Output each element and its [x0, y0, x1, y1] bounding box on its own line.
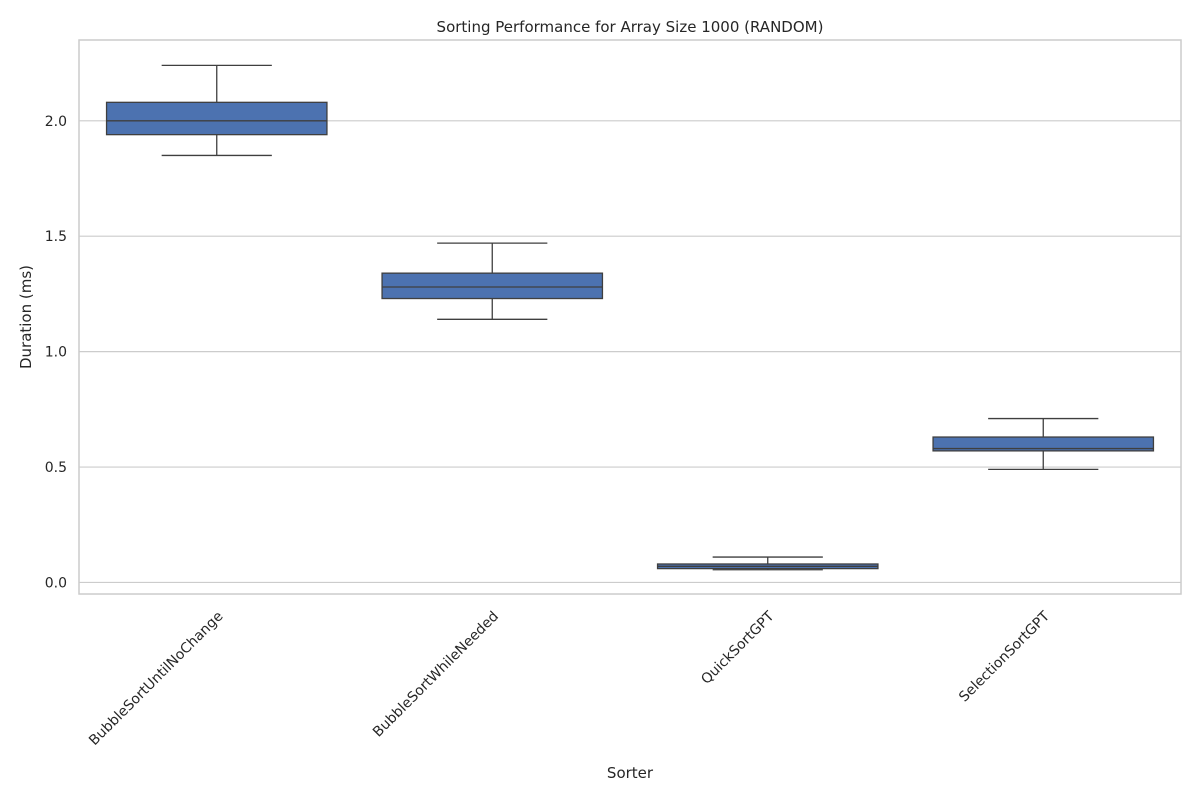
y-tick-label: 1.5: [45, 229, 67, 245]
gridlines: [79, 120, 1181, 584]
x-tick-label: BubbleSortWhileNeeded: [370, 608, 502, 740]
box-BubbleSortUntilNoChange: [105, 64, 328, 157]
iqr-box: [381, 272, 604, 300]
x-tick-label: QuickSortGPT: [698, 608, 778, 688]
y-tick-label: 0.5: [45, 460, 67, 476]
chart-title: Sorting Performance for Array Size 1000 …: [437, 18, 824, 36]
iqr-box: [105, 101, 328, 136]
x-tick-label: BubbleSortUntilNoChange: [86, 608, 226, 748]
x-tick-labels: BubbleSortUntilNoChange BubbleSortWhileNe…: [86, 608, 1053, 749]
y-tick-label: 2.0: [45, 114, 67, 130]
box-SelectionSortGPT: [932, 417, 1155, 471]
y-tick-label: 0.0: [45, 575, 67, 591]
x-tick-label: SelectionSortGPT: [956, 608, 1053, 705]
y-tick-labels: 0.0 0.5 1.0 1.5 2.0: [45, 114, 67, 592]
y-tick-label: 1.0: [45, 345, 67, 361]
iqr-box: [932, 436, 1155, 452]
plot-frame: [78, 39, 1182, 595]
boxes: [105, 64, 1155, 571]
box-QuickSortGPT: [656, 556, 879, 571]
y-axis-label: Duration (ms): [17, 265, 35, 369]
box-BubbleSortWhileNeeded: [381, 242, 604, 320]
x-axis-label: Sorter: [607, 764, 654, 782]
